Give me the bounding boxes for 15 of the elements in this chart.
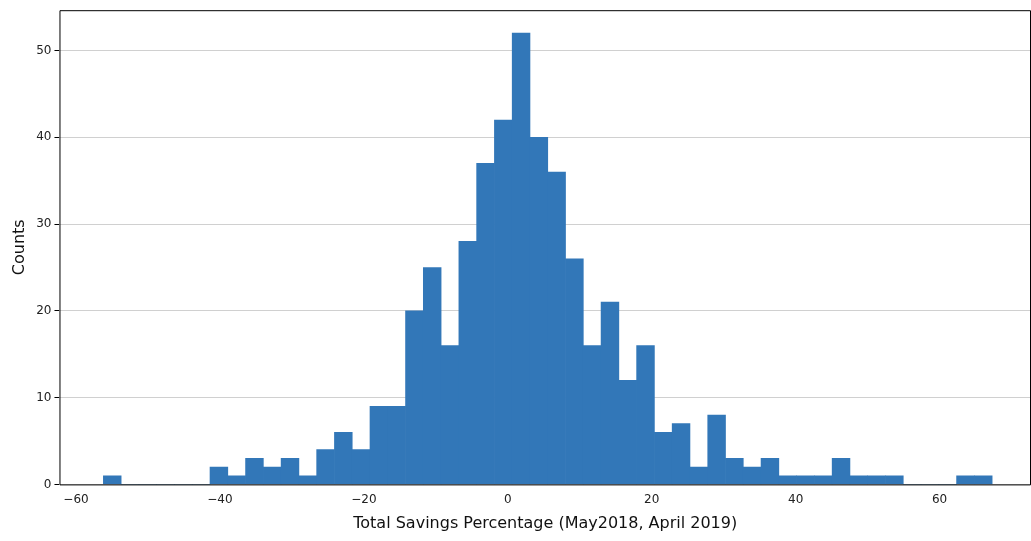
y-tick-label: 0 [43, 476, 52, 491]
x-tick-label: −40 [207, 491, 233, 506]
x-tick-label: 20 [644, 491, 660, 506]
y-tick-label: 50 [36, 42, 52, 57]
x-tick-label: −20 [351, 491, 377, 506]
x-tick-label: 0 [503, 491, 512, 506]
x-axis-title: Total Savings Percentage (May2018, April 2019) [352, 512, 738, 532]
y-tick-label: 20 [36, 302, 52, 317]
x-tick-label: 60 [931, 491, 948, 506]
y-tick-label: 40 [36, 129, 52, 144]
y-axis-title: Counts [8, 219, 28, 276]
x-tick-label: 40 [788, 491, 804, 506]
x-tick-label: −60 [63, 491, 89, 506]
y-tick-label: 10 [36, 389, 52, 404]
y-tick-label: 30 [36, 216, 52, 231]
